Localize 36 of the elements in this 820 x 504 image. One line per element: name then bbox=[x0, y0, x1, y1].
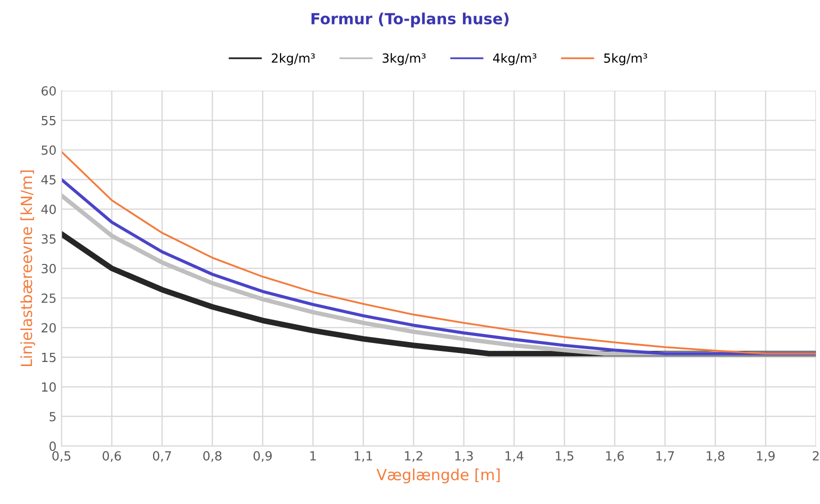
legend-label: 5kg/m³ bbox=[604, 53, 648, 66]
legend-label: 3kg/m³ bbox=[382, 53, 426, 66]
x-axis-title: Væglængde [m] bbox=[376, 468, 500, 484]
x-tick-label: 1,2 bbox=[404, 451, 422, 462]
x-tick-label: 0,7 bbox=[152, 451, 171, 462]
y-axis-title: Linjelastbæreevne [kN/m] bbox=[20, 170, 36, 366]
y-tick-label: 5 bbox=[50, 412, 56, 422]
x-tick-label: 0,9 bbox=[254, 451, 272, 462]
x-tick-label: 1 bbox=[310, 451, 316, 460]
legend-label: 4kg/m³ bbox=[493, 53, 536, 66]
x-tick-label: 1,7 bbox=[656, 451, 674, 462]
y-tick-label: 15 bbox=[42, 352, 56, 362]
y-tick-label: 10 bbox=[42, 382, 56, 392]
y-tick-label: 35 bbox=[42, 234, 56, 244]
legend-label: 2kg/m³ bbox=[272, 53, 315, 66]
y-tick-label: 40 bbox=[41, 204, 56, 214]
y-tick-label: 25 bbox=[42, 293, 56, 303]
x-tick-label: 0,8 bbox=[203, 451, 222, 462]
x-tick-label: 1,4 bbox=[506, 451, 524, 462]
x-tick-label: 0,6 bbox=[102, 451, 121, 462]
y-tick-label: 45 bbox=[41, 175, 56, 184]
x-tick-label: 1,5 bbox=[556, 451, 574, 462]
x-tick-label: 1,3 bbox=[455, 451, 473, 462]
x-tick-label: 0,5 bbox=[52, 451, 70, 462]
y-tick-label: 60 bbox=[42, 86, 56, 96]
chart-title: Formur (To-plans huse) bbox=[312, 12, 509, 28]
y-tick-label: 55 bbox=[42, 116, 56, 126]
x-tick-label: 1,6 bbox=[606, 451, 624, 462]
x-tick-label: 1,1 bbox=[354, 451, 372, 462]
x-tick-label: 1,8 bbox=[706, 451, 724, 462]
y-tick-label: 20 bbox=[42, 323, 56, 333]
x-tick-label: 2 bbox=[812, 451, 819, 460]
x-tick-label: 1,9 bbox=[757, 451, 775, 462]
y-tick-label: 30 bbox=[42, 264, 56, 274]
y-tick-label: 50 bbox=[42, 145, 56, 155]
y-tick-label: 0 bbox=[50, 442, 56, 451]
